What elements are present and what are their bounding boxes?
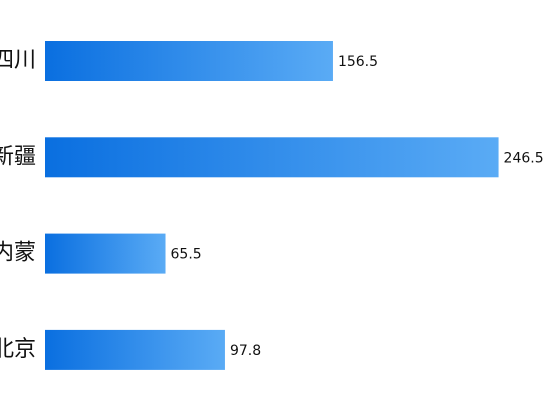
bar bbox=[45, 137, 499, 178]
category-label: 新疆 bbox=[0, 144, 36, 169]
value-label: 97.8 bbox=[230, 343, 261, 359]
bar bbox=[45, 233, 166, 274]
category-label: 内蒙 bbox=[0, 241, 36, 266]
value-label: 65.5 bbox=[171, 247, 202, 263]
category-label: 四川 bbox=[0, 48, 36, 73]
bar bbox=[45, 41, 333, 81]
bar bbox=[45, 329, 225, 370]
value-label: 246.5 bbox=[504, 150, 544, 166]
category-label: 北京 bbox=[0, 337, 36, 362]
value-label: 156.5 bbox=[338, 54, 378, 70]
